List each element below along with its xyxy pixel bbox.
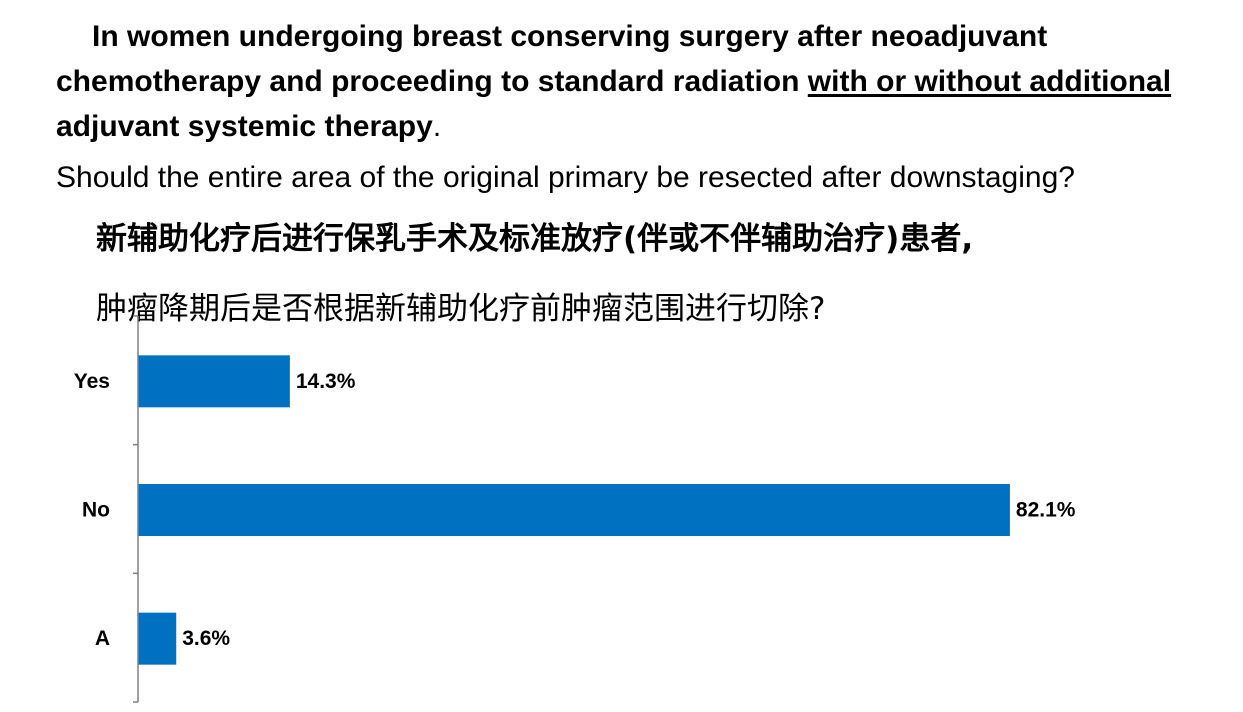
value-label: 82.1% bbox=[1016, 499, 1076, 522]
value-label: 14.3% bbox=[296, 370, 356, 393]
category-label: A bbox=[95, 627, 110, 650]
bar-a bbox=[138, 612, 177, 665]
question-english: In women undergoing breast conserving su… bbox=[56, 14, 1206, 149]
question-english-underlined: with or without additional bbox=[807, 65, 1172, 98]
value-label: 3.6% bbox=[182, 627, 230, 650]
question-english-part1: In women undergoing breast conserving su… bbox=[56, 20, 1048, 98]
bar-no bbox=[138, 484, 1010, 536]
question-english-subtitle: Should the entire area of the original p… bbox=[56, 161, 1075, 194]
y-axis-ticks bbox=[133, 315, 138, 703]
question-chinese: 新辅助化疗后进行保乳手术及标准放疗(伴或不伴辅助治疗)患者, bbox=[96, 221, 974, 257]
question-english-part2: adjuvant systemic therapy bbox=[56, 110, 433, 143]
category-label: Yes bbox=[74, 370, 110, 393]
question-english-period: . bbox=[432, 110, 442, 143]
value-labels: 14.3% 82.1% 3.6% bbox=[182, 370, 1076, 650]
category-labels: Yes No A bbox=[74, 370, 110, 650]
chart-bars bbox=[138, 355, 1010, 665]
bar-yes bbox=[138, 355, 290, 408]
question-chinese-subtitle: 肿瘤降期后是否根据新辅助化疗前肿瘤范围进行切除? bbox=[96, 291, 826, 327]
category-label: No bbox=[82, 499, 110, 522]
